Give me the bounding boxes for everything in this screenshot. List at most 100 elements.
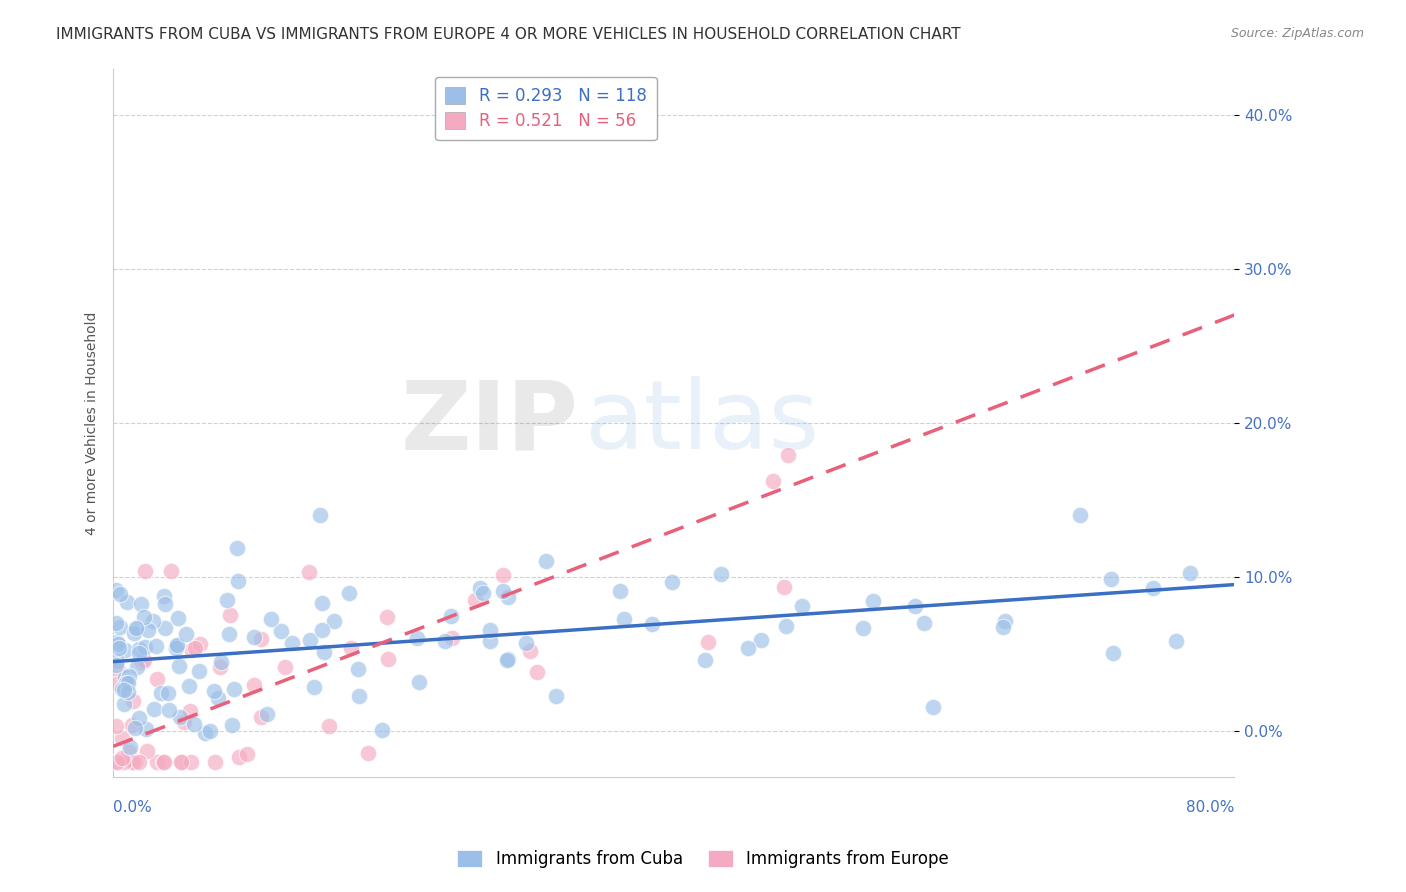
Point bbox=[228, 750, 250, 764]
Point bbox=[152, 589, 174, 603]
Text: 0.0%: 0.0% bbox=[114, 800, 152, 815]
Point bbox=[128, 711, 150, 725]
Point bbox=[377, 652, 399, 666]
Point bbox=[202, 684, 225, 698]
Point bbox=[478, 633, 501, 648]
Point bbox=[105, 676, 128, 690]
Point bbox=[311, 596, 333, 610]
Point bbox=[153, 755, 176, 769]
Point bbox=[434, 634, 457, 648]
Point bbox=[169, 709, 191, 723]
Point bbox=[1178, 566, 1201, 580]
Point bbox=[347, 689, 370, 703]
Legend: Immigrants from Cuba, Immigrants from Europe: Immigrants from Cuba, Immigrants from Eu… bbox=[450, 843, 956, 875]
Point bbox=[150, 686, 173, 700]
Point bbox=[260, 612, 283, 626]
Point bbox=[188, 637, 211, 651]
Point bbox=[127, 660, 149, 674]
Point bbox=[862, 594, 884, 608]
Point bbox=[136, 744, 159, 758]
Point bbox=[134, 640, 156, 654]
Point bbox=[105, 755, 128, 769]
Point bbox=[112, 755, 135, 769]
Point bbox=[991, 620, 1014, 634]
Point bbox=[166, 639, 188, 653]
Point bbox=[1069, 508, 1091, 523]
Point bbox=[170, 755, 193, 769]
Point bbox=[710, 566, 733, 581]
Point bbox=[612, 612, 634, 626]
Point bbox=[778, 448, 800, 462]
Point bbox=[357, 746, 380, 760]
Point bbox=[464, 593, 486, 607]
Point bbox=[180, 755, 202, 769]
Point bbox=[131, 655, 153, 669]
Point bbox=[526, 665, 548, 680]
Point bbox=[851, 621, 873, 635]
Point bbox=[127, 622, 149, 636]
Point bbox=[110, 731, 132, 746]
Point bbox=[134, 564, 156, 578]
Point bbox=[117, 674, 139, 689]
Point bbox=[115, 675, 138, 690]
Point bbox=[790, 599, 813, 614]
Point bbox=[440, 608, 463, 623]
Y-axis label: 4 or more Vehicles in Household: 4 or more Vehicles in Household bbox=[86, 311, 100, 534]
Point bbox=[132, 610, 155, 624]
Point bbox=[340, 640, 363, 655]
Point bbox=[152, 755, 174, 769]
Point bbox=[472, 586, 495, 600]
Point bbox=[125, 621, 148, 635]
Point bbox=[153, 597, 176, 611]
Point bbox=[515, 636, 537, 650]
Point bbox=[912, 616, 935, 631]
Text: IMMIGRANTS FROM CUBA VS IMMIGRANTS FROM EUROPE 4 OR MORE VEHICLES IN HOUSEHOLD C: IMMIGRANTS FROM CUBA VS IMMIGRANTS FROM … bbox=[56, 27, 960, 42]
Point bbox=[661, 575, 683, 590]
Point bbox=[298, 565, 321, 579]
Point bbox=[347, 662, 370, 676]
Point bbox=[142, 702, 165, 716]
Point bbox=[114, 670, 136, 684]
Point bbox=[904, 599, 927, 614]
Point bbox=[112, 697, 135, 711]
Point bbox=[128, 646, 150, 660]
Point bbox=[157, 703, 180, 717]
Point bbox=[922, 699, 945, 714]
Point bbox=[117, 685, 139, 699]
Point bbox=[124, 721, 146, 735]
Point bbox=[270, 624, 292, 638]
Point bbox=[209, 659, 232, 673]
Point bbox=[274, 660, 297, 674]
Point bbox=[105, 755, 128, 769]
Point bbox=[105, 635, 128, 649]
Point bbox=[375, 610, 398, 624]
Point bbox=[122, 626, 145, 640]
Point bbox=[128, 755, 150, 769]
Point bbox=[117, 676, 139, 690]
Point bbox=[107, 637, 129, 651]
Point bbox=[323, 615, 346, 629]
Point bbox=[762, 475, 785, 489]
Point bbox=[146, 672, 169, 686]
Point bbox=[609, 583, 631, 598]
Point bbox=[167, 659, 190, 673]
Point bbox=[173, 714, 195, 729]
Point bbox=[406, 631, 429, 645]
Point bbox=[207, 690, 229, 705]
Point bbox=[641, 617, 664, 632]
Point bbox=[302, 680, 325, 694]
Point bbox=[145, 639, 167, 653]
Point bbox=[256, 706, 278, 721]
Point bbox=[773, 580, 796, 594]
Point bbox=[1099, 572, 1122, 586]
Text: Source: ZipAtlas.com: Source: ZipAtlas.com bbox=[1230, 27, 1364, 40]
Point bbox=[311, 623, 333, 637]
Point bbox=[519, 644, 541, 658]
Point bbox=[236, 747, 259, 762]
Point bbox=[110, 620, 132, 634]
Point bbox=[179, 704, 201, 718]
Point bbox=[318, 719, 340, 733]
Point bbox=[108, 587, 131, 601]
Point bbox=[104, 615, 127, 630]
Point bbox=[298, 632, 321, 647]
